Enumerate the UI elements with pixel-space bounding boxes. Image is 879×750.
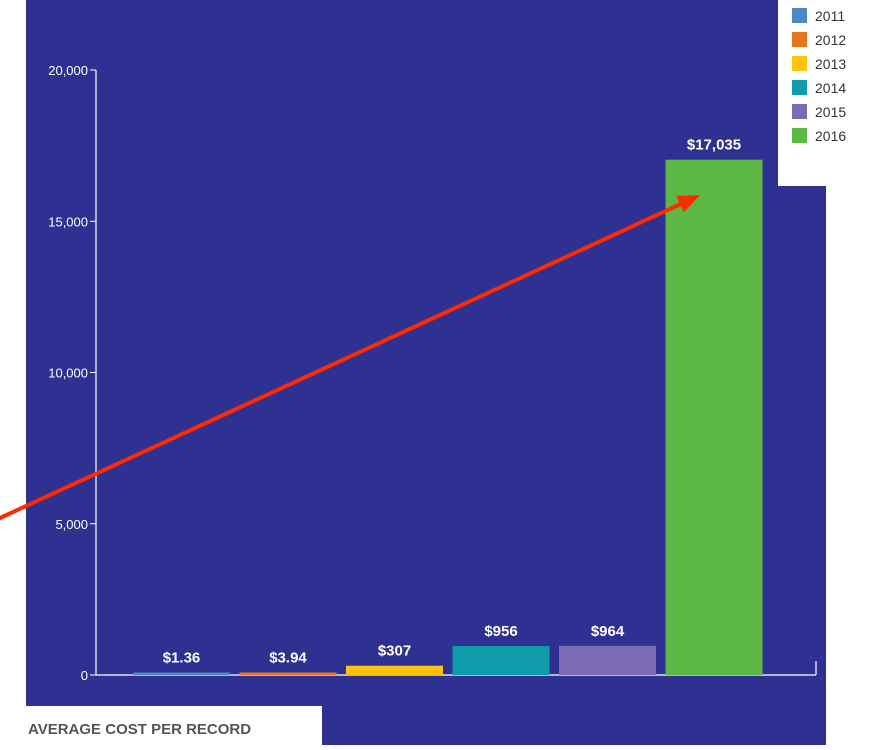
trend-arrow [0, 195, 700, 520]
legend: 2011 2012 2013 2014 2015 2016 [778, 0, 879, 186]
arrow-shaft [0, 200, 686, 520]
legend-swatch-2014 [792, 80, 807, 95]
value-label-2013: $307 [378, 643, 411, 660]
value-label-2011: $1.36 [163, 650, 201, 667]
legend-swatch-2015 [792, 104, 807, 119]
chart-caption: AVERAGE COST PER RECORD [28, 721, 251, 738]
bar-2014 [452, 646, 550, 675]
y-tick-label: 10,000 [48, 366, 88, 381]
bar-2016 [665, 159, 763, 675]
bar-2013 [346, 665, 443, 675]
arrow-head [676, 195, 700, 213]
bars [133, 159, 763, 675]
value-label-2014: $956 [484, 623, 517, 640]
legend-label-2011: 2011 [815, 8, 845, 24]
legend-label-2013: 2013 [815, 56, 846, 72]
legend-swatch-2011 [792, 8, 807, 23]
bar-2011 [133, 672, 230, 675]
caption-box [0, 706, 322, 745]
y-tick-label: 0 [81, 668, 88, 683]
bar-2012 [239, 672, 337, 675]
legend-swatch-2012 [792, 32, 807, 47]
bar-2015 [559, 645, 656, 675]
value-label-2015: $964 [591, 623, 625, 640]
value-labels: $1.36 $3.94 $307 $956 $964 $17,035 [163, 137, 741, 667]
legend-label-2014: 2014 [815, 80, 846, 96]
y-tick-label: 15,000 [48, 214, 88, 229]
value-label-2016: $17,035 [687, 137, 741, 154]
y-tick-label: 5,000 [55, 517, 88, 532]
y-tick-label: 20,000 [48, 63, 88, 78]
value-label-2012: $3.94 [269, 650, 307, 667]
legend-label-2015: 2015 [815, 104, 846, 120]
legend-label-2012: 2012 [815, 32, 846, 48]
legend-label-2016: 2016 [815, 128, 846, 144]
legend-swatch-2013 [792, 56, 807, 71]
legend-swatch-2016 [792, 128, 807, 143]
